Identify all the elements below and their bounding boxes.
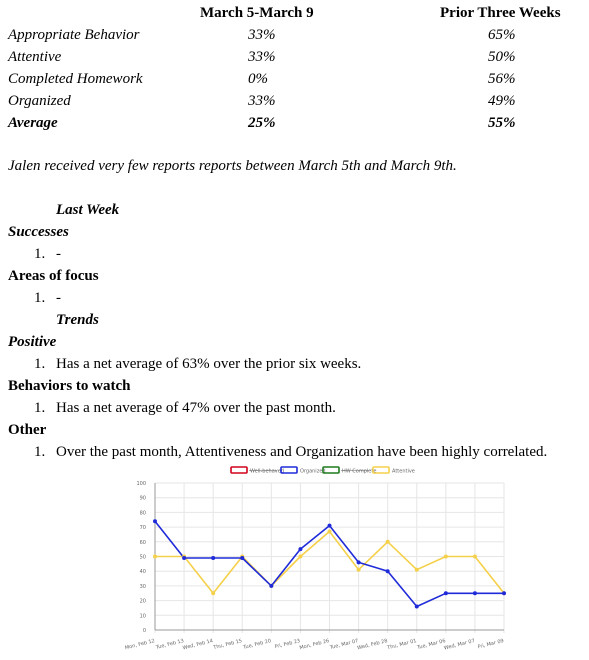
x-tick-label: Wed, Feb 28 <box>357 638 388 651</box>
other-item: 1. Over the past month, Attentiveness and… <box>34 444 547 461</box>
row-prior-appropriate-behavior: 65% <box>488 27 516 43</box>
other-item-text: Over the past month, Attentiveness and O… <box>56 444 548 460</box>
row-prior-completed-homework: 56% <box>488 71 516 87</box>
legend-swatch <box>322 466 340 474</box>
row-current-completed-homework: 0% <box>248 71 268 87</box>
row-prior-organized: 49% <box>488 93 516 109</box>
trends-title: Trends <box>56 312 99 328</box>
data-point-attentive <box>385 539 390 544</box>
behaviors-to-watch-heading: Behaviors to watch <box>8 378 131 394</box>
data-point-organized <box>356 560 361 565</box>
table-header-current: March 5-March 9 <box>200 5 314 21</box>
legend-label: Well-behaved <box>250 469 284 475</box>
data-point-organized <box>327 523 332 528</box>
watch-item-text: Has a net average of 47% over the past m… <box>56 400 336 416</box>
x-tick-label: Tue, Feb 20 <box>242 638 272 651</box>
positive-heading: Positive <box>8 334 57 350</box>
y-tick-label: 60 <box>140 540 146 546</box>
positive-item-text: Has a net average of 63% over the prior … <box>56 356 362 372</box>
last-week-title: Last Week <box>56 202 120 218</box>
row-label-average: Average <box>8 115 58 131</box>
y-tick-label: 20 <box>140 599 146 605</box>
successes-item: 1. - <box>34 246 61 263</box>
x-tick-label: Fri, Mar 09 <box>477 638 504 650</box>
y-tick-label: 10 <box>140 613 146 619</box>
row-current-appropriate-behavior: 33% <box>248 27 276 43</box>
list-number: 1. <box>34 356 46 372</box>
list-number: 1. <box>34 444 46 460</box>
data-point-organized <box>211 555 216 560</box>
row-label-organized: Organized <box>8 93 71 109</box>
data-point-organized <box>414 604 419 609</box>
row-current-attentive: 33% <box>248 49 276 65</box>
x-tick-label: Tue, Mar 07 <box>328 638 359 651</box>
data-point-organized <box>385 569 390 574</box>
x-tick-label: Wed, Mar 07 <box>443 638 475 651</box>
row-current-organized: 33% <box>248 93 276 109</box>
row-label-appropriate-behavior: Appropriate Behavior <box>8 27 140 43</box>
legend-label: HW Complete <box>342 469 376 475</box>
x-tick-label: Wed, Feb 14 <box>182 638 213 651</box>
x-tick-label: Thu, Mar 01 <box>386 638 418 651</box>
x-tick-label: Mon, Feb 12 <box>124 638 155 651</box>
data-point-organized <box>502 591 506 596</box>
list-number: 1. <box>34 290 46 306</box>
data-point-organized <box>182 555 187 560</box>
other-heading: Other <box>8 422 47 438</box>
data-point-attentive <box>298 554 303 559</box>
data-point-organized <box>269 583 274 588</box>
y-tick-label: 80 <box>140 510 146 516</box>
list-number: 1. <box>34 246 46 262</box>
data-point-attentive <box>327 529 332 534</box>
y-tick-label: 70 <box>140 525 146 531</box>
data-point-attentive <box>153 554 157 559</box>
y-tick-label: 40 <box>140 569 146 575</box>
successes-item-text: - <box>56 246 61 262</box>
legend-swatch <box>230 466 248 474</box>
watch-item: 1. Has a net average of 47% over the past… <box>34 400 336 417</box>
legend-swatch <box>372 466 390 474</box>
legend-swatch <box>280 466 298 474</box>
y-tick-label: 90 <box>140 496 146 502</box>
legend-label: Organized <box>300 469 326 475</box>
table-header-prior: Prior Three Weeks <box>440 5 561 21</box>
y-tick-label: 30 <box>140 584 146 590</box>
data-point-organized <box>443 591 448 596</box>
data-point-organized <box>240 555 245 560</box>
y-tick-label: 0 <box>143 628 146 634</box>
data-point-attentive <box>356 567 361 572</box>
data-point-attentive <box>414 567 419 572</box>
row-prior-attentive: 50% <box>488 49 516 65</box>
y-tick-label: 100 <box>136 481 146 487</box>
data-point-organized <box>298 547 303 552</box>
row-label-attentive: Attentive <box>8 49 62 65</box>
data-point-attentive <box>211 591 216 596</box>
summary-note: Jalen received very few reports reports … <box>8 158 457 174</box>
areas-of-focus-heading: Areas of focus <box>8 268 99 284</box>
positive-item: 1. Has a net average of 63% over the prio… <box>34 356 361 373</box>
list-number: 1. <box>34 400 46 416</box>
row-prior-average: 55% <box>488 115 516 131</box>
x-tick-label: Fri, Feb 23 <box>274 638 301 650</box>
x-tick-label: Mon, Feb 26 <box>299 638 330 651</box>
legend-label: Attentive <box>392 469 415 475</box>
row-current-average: 25% <box>248 115 276 131</box>
x-tick-label: Thu, Feb 15 <box>212 638 243 651</box>
focus-item: 1. - <box>34 290 61 307</box>
data-point-organized <box>472 591 477 596</box>
x-tick-label: Tue, Mar 06 <box>416 638 447 651</box>
successes-heading: Successes <box>8 224 69 240</box>
x-tick-label: Tue, Feb 13 <box>154 638 184 651</box>
row-label-completed-homework: Completed Homework <box>8 71 143 87</box>
data-point-attentive <box>443 554 448 559</box>
data-point-attentive <box>472 554 477 559</box>
focus-item-text: - <box>56 290 61 306</box>
y-tick-label: 50 <box>140 555 146 561</box>
data-point-organized <box>153 519 157 524</box>
